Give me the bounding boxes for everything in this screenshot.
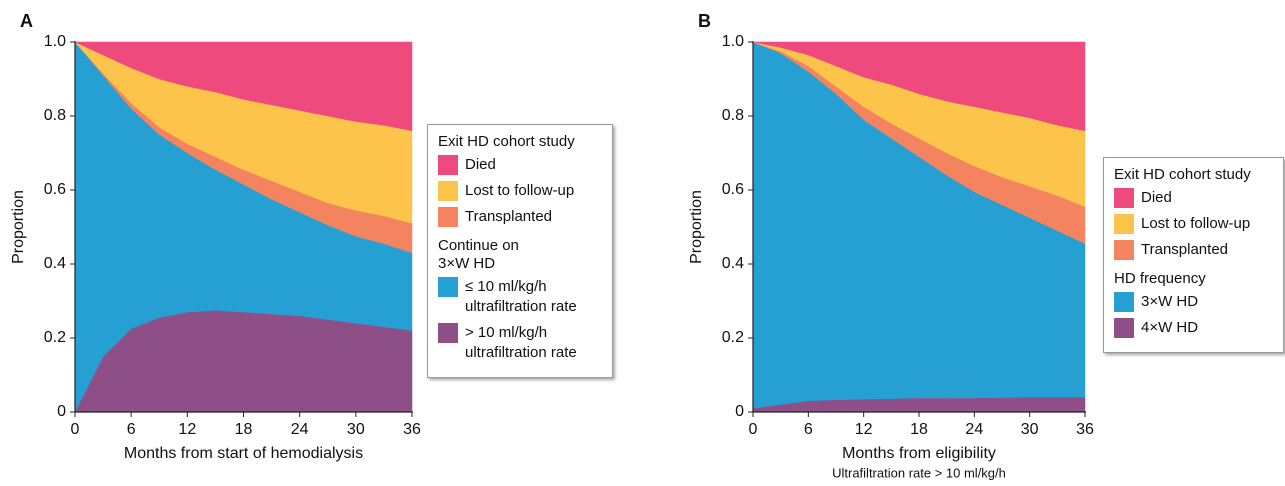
x-tick-label: 12 bbox=[855, 421, 873, 438]
legend-swatch bbox=[438, 277, 458, 297]
x-tick-label: 0 bbox=[749, 421, 758, 438]
legend-swatch bbox=[438, 323, 458, 343]
x-tick-label: 24 bbox=[291, 421, 309, 438]
area bbox=[74, 41, 413, 132]
legend-swatch bbox=[1114, 214, 1134, 234]
legend-swatch bbox=[438, 207, 458, 227]
legend-swatch bbox=[1114, 188, 1134, 208]
y-tick-label: 0 bbox=[735, 403, 744, 420]
legend-title-line: 3×W HD bbox=[438, 255, 496, 272]
legend-label: Lost to follow-up bbox=[1141, 215, 1251, 232]
area bbox=[752, 41, 1086, 132]
legend-entry: 3×W HD bbox=[1114, 292, 1275, 312]
legend-label: 4×W HD bbox=[1141, 319, 1199, 336]
y-tick-label: 1.0 bbox=[722, 33, 744, 50]
legend-swatch bbox=[438, 155, 458, 175]
x-tick-label: 6 bbox=[127, 421, 136, 438]
legend-swatch bbox=[1114, 292, 1134, 312]
legend-label: 3×W HD bbox=[1141, 293, 1199, 310]
legend-entry: Lost to follow-up bbox=[1114, 214, 1275, 234]
legend-label: Transplanted bbox=[465, 208, 552, 225]
x-tick-label: 30 bbox=[1021, 421, 1039, 438]
legend-entry: > 10 ml/kg/h ultrafiltration rate bbox=[438, 323, 604, 363]
y-tick-label: 0.2 bbox=[44, 329, 66, 346]
y-axis-label: Proportion bbox=[688, 190, 705, 264]
y-tick-label: 0.6 bbox=[44, 181, 66, 198]
legend-label: > 10 ml/kg/h ultrafiltration rate bbox=[465, 324, 577, 361]
y-tick-label: 0.8 bbox=[44, 107, 66, 124]
y-tick-label: 0 bbox=[57, 403, 66, 420]
x-tick-label: 6 bbox=[804, 421, 813, 438]
legend-entry: Transplanted bbox=[438, 207, 604, 227]
legend-title-line: Exit HD cohort study bbox=[438, 133, 575, 150]
x-tick-label: 24 bbox=[965, 421, 983, 438]
x-tick-label: 18 bbox=[910, 421, 928, 438]
legend-title-line: Continue on bbox=[438, 237, 519, 254]
legend-swatch bbox=[438, 181, 458, 201]
legend-title: Exit HD cohort study bbox=[1114, 166, 1275, 184]
y-tick-label: 1.0 bbox=[44, 33, 66, 50]
legend-entry: Lost to follow-up bbox=[438, 181, 604, 201]
y-axis-label: Proportion bbox=[10, 190, 27, 264]
legend-swatch bbox=[1114, 318, 1134, 338]
legend-swatch bbox=[1114, 240, 1134, 260]
legend-title: Continue on 3×W HD bbox=[438, 237, 604, 273]
legend-title-line: Exit HD cohort study bbox=[1114, 166, 1251, 183]
x-tick-label: 36 bbox=[403, 421, 421, 438]
legend-label: Lost to follow-up bbox=[465, 182, 575, 199]
x-tick-label: 18 bbox=[235, 421, 253, 438]
y-tick-label: 0.4 bbox=[722, 255, 744, 272]
y-tick-label: 0.8 bbox=[722, 107, 744, 124]
x-tick-label: 0 bbox=[71, 421, 80, 438]
x-axis-label: Months from start of hemodialysis bbox=[124, 445, 363, 462]
x-axis-label: Months from eligibility bbox=[842, 445, 996, 462]
x-tick-label: 36 bbox=[1076, 421, 1094, 438]
legend-entry: Died bbox=[1114, 188, 1275, 208]
legend-title: HD frequency bbox=[1114, 270, 1275, 288]
legend-entry: Died bbox=[438, 155, 604, 175]
legend: Exit HD cohort study Died Lost to follow-u… bbox=[427, 124, 613, 378]
x-tick-label: 30 bbox=[347, 421, 365, 438]
y-tick-label: 0.6 bbox=[722, 181, 744, 198]
panel-label: A bbox=[20, 11, 33, 31]
x-axis-subtitle: Ultrafiltration rate > 10 ml/kg/h bbox=[832, 465, 1006, 480]
legend: Exit HD cohort study Died Lost to follow-u… bbox=[1103, 157, 1284, 353]
y-tick-label: 0.2 bbox=[722, 329, 744, 346]
legend-title: Exit HD cohort study bbox=[438, 133, 604, 151]
panel-label: B bbox=[698, 11, 711, 31]
legend-entry: ≤ 10 ml/kg/h ultrafiltration rate bbox=[438, 277, 604, 317]
legend-title-line: HD frequency bbox=[1114, 270, 1206, 287]
legend-entry: Transplanted bbox=[1114, 240, 1275, 260]
legend-label: ≤ 10 ml/kg/h ultrafiltration rate bbox=[465, 278, 577, 315]
legend-label: Died bbox=[1141, 189, 1172, 206]
legend-label: Died bbox=[465, 156, 496, 173]
legend-entry: 4×W HD bbox=[1114, 318, 1275, 338]
legend-label: Transplanted bbox=[1141, 241, 1228, 258]
y-tick-label: 0.4 bbox=[44, 255, 66, 272]
x-tick-label: 12 bbox=[178, 421, 196, 438]
